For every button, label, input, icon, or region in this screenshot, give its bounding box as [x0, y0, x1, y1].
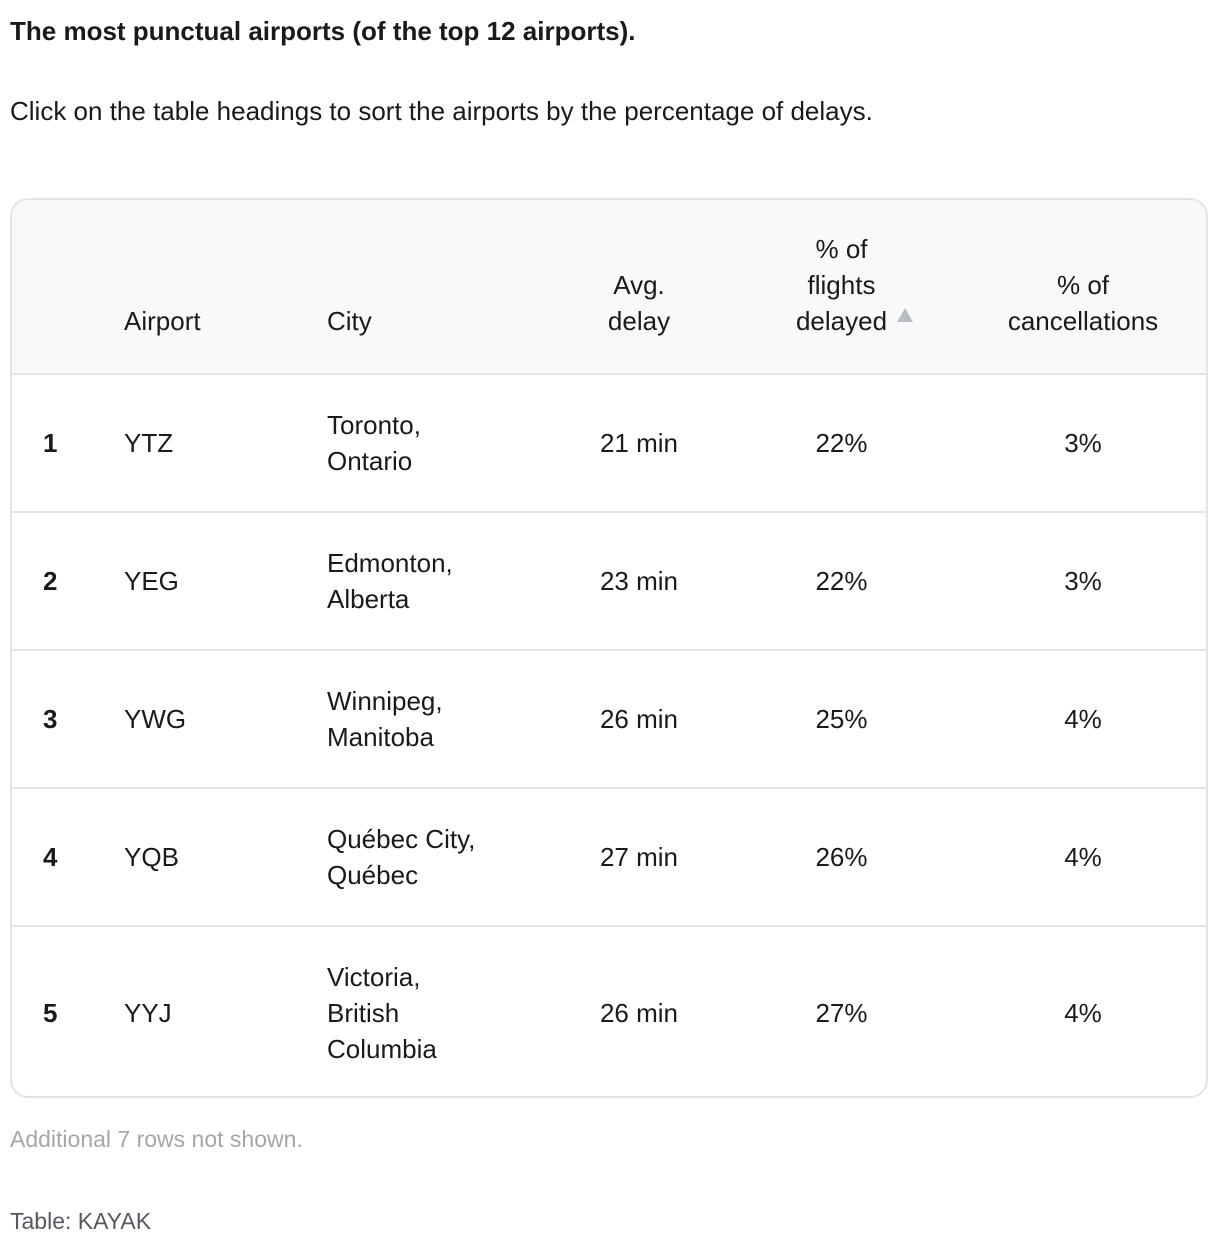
city-cell: Winnipeg, Manitoba: [327, 650, 555, 789]
header-pct-delayed-line: delayed: [795, 306, 888, 336]
airport-cell: YWG: [124, 650, 327, 789]
pct-cancel-cell: 4%: [1064, 997, 1102, 1028]
header-pct-cancellations[interactable]: % of cancellations: [960, 200, 1206, 375]
rank-cell: 3: [12, 650, 124, 789]
pct-delayed-cell: 22%: [723, 374, 960, 513]
header-pct-cancel-line: % of: [1056, 270, 1110, 300]
rank-cell: 4: [12, 788, 124, 927]
header-city-label: City: [327, 306, 372, 336]
table-row: 3 YWG Winnipeg, Manitoba 26 min 25% 4%: [12, 650, 1206, 789]
avg-delay-cell: 26 min: [555, 650, 723, 789]
header-pct-delayed-line: flights: [807, 270, 876, 300]
airport-cell: YEG: [124, 512, 327, 651]
pct-delayed-cell: 22%: [723, 512, 960, 651]
rank-cell: 2: [12, 512, 124, 651]
avg-delay-cell: 23 min: [555, 512, 723, 651]
header-rank[interactable]: [12, 200, 124, 375]
city-line: Edmonton,: [327, 548, 453, 578]
city-line: Ontario: [327, 446, 413, 476]
header-airport[interactable]: Airport: [124, 200, 327, 375]
city-cell: Edmonton, Alberta: [327, 512, 555, 651]
airport-cell: YTZ: [124, 374, 327, 513]
pct-delayed-cell: 25%: [723, 650, 960, 789]
city-line: British: [327, 997, 400, 1028]
table-header-row: Airport City Avg. delay % of flights del…: [12, 200, 1206, 375]
avg-delay-cell: 26 min: [599, 997, 679, 1028]
airports-table-card: Airport City Avg. delay % of flights del…: [10, 198, 1208, 1098]
pct-cancel-cell: 4%: [960, 788, 1206, 927]
city-line: Alberta: [327, 584, 410, 614]
header-airport-label: Airport: [124, 306, 201, 336]
avg-delay-cell: 27 min: [555, 788, 723, 927]
sort-ascending-icon[interactable]: [897, 308, 914, 322]
table-row: 4 YQB Québec City, Québec 27 min 26% 4%: [12, 788, 1206, 927]
pct-delayed-cell: 26%: [723, 788, 960, 927]
avg-delay-cell: 21 min: [555, 374, 723, 513]
city-line: Toronto,: [327, 410, 421, 440]
airport-cell: YYJ: [124, 997, 172, 1028]
table-row: 1 YTZ Toronto, Ontario 21 min 22% 3%: [12, 374, 1206, 513]
city-line: Manitoba: [327, 722, 434, 752]
city-line: Winnipeg,: [327, 686, 443, 716]
header-city[interactable]: City: [327, 200, 555, 375]
header-pct-delayed[interactable]: % of flights delayed: [723, 200, 960, 375]
city-line: Québec City,: [327, 824, 476, 854]
airports-table: Airport City Avg. delay % of flights del…: [12, 200, 1206, 1096]
header-pct-cancel-line: cancellations: [1007, 306, 1159, 336]
header-pct-delayed-line: % of: [815, 234, 868, 264]
city-line: Québec: [327, 860, 419, 890]
table-row: 2 YEG Edmonton, Alberta 23 min 22% 3%: [12, 512, 1206, 651]
header-avg-delay[interactable]: Avg. delay: [555, 200, 723, 375]
table-source: Table: KAYAK: [10, 1208, 152, 1234]
airport-cell: YQB: [124, 788, 327, 927]
city-cell: Victoria, British Columbia: [327, 926, 555, 1096]
table-row: 5 YYJ Victoria, British Columbia 26 min …: [12, 926, 1206, 1096]
page-subtitle: Click on the table headings to sort the …: [10, 96, 873, 126]
city-cell: Toronto, Ontario: [327, 374, 555, 513]
rows-hidden-note: Additional 7 rows not shown.: [10, 1126, 303, 1152]
pct-cancel-cell: 4%: [960, 650, 1206, 789]
city-cell: Québec City, Québec: [327, 788, 555, 927]
header-avg-delay-line: Avg.: [613, 270, 665, 300]
rank-cell: 1: [12, 374, 124, 513]
header-avg-delay-line: delay: [607, 306, 671, 336]
city-line: Victoria,: [327, 961, 421, 992]
pct-cancel-cell: 3%: [960, 374, 1206, 513]
pct-delayed-cell: 27%: [815, 997, 868, 1028]
rank-cell: 5: [43, 997, 58, 1028]
pct-cancel-cell: 3%: [960, 512, 1206, 651]
city-line: Columbia: [327, 1033, 437, 1064]
page-title: The most punctual airports (of the top 1…: [10, 16, 636, 46]
